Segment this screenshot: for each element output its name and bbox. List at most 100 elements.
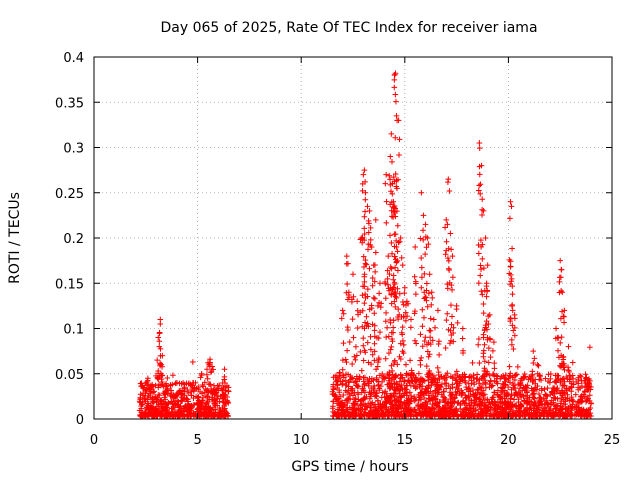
- data-point: [466, 402, 472, 408]
- data-point: [181, 392, 188, 399]
- data-point: [350, 334, 357, 341]
- data-point: [366, 220, 372, 227]
- data-point: [505, 377, 512, 383]
- data-point: [359, 367, 365, 374]
- data-point: [426, 412, 433, 419]
- data-point: [560, 375, 567, 382]
- data-point: [454, 372, 461, 379]
- data-point: [200, 383, 206, 390]
- data-point: [559, 387, 565, 394]
- y-tick-label: 0: [76, 413, 84, 428]
- data-point: [443, 385, 449, 392]
- data-point: [357, 349, 364, 355]
- data-point: [436, 376, 443, 382]
- data-point: [157, 321, 164, 327]
- data-point: [428, 289, 435, 296]
- y-tick-label: 0.1: [63, 323, 84, 338]
- data-point: [559, 289, 566, 296]
- data-point: [362, 196, 369, 203]
- data-point: [137, 396, 144, 402]
- data-point: [435, 403, 442, 410]
- data-point: [339, 366, 346, 373]
- data-point: [484, 262, 491, 268]
- data-point: [521, 397, 527, 404]
- data-point: [391, 374, 398, 381]
- data-point: [479, 373, 486, 380]
- data-point: [515, 408, 522, 414]
- data-point: [210, 412, 217, 418]
- data-point: [480, 310, 487, 316]
- data-point: [181, 385, 187, 392]
- data-point: [340, 372, 346, 379]
- data-point: [417, 235, 424, 242]
- data-point: [542, 375, 549, 382]
- data-point: [209, 396, 215, 403]
- data-point: [362, 189, 369, 196]
- data-point: [486, 372, 493, 379]
- data-point: [360, 253, 367, 260]
- data-point: [386, 385, 393, 392]
- data-point: [516, 413, 523, 419]
- data-point: [363, 313, 370, 320]
- data-point: [522, 383, 529, 390]
- data-point: [391, 84, 398, 91]
- data-point: [475, 387, 482, 393]
- data-point: [416, 381, 422, 387]
- data-point: [587, 405, 594, 411]
- data-point: [431, 379, 438, 385]
- data-point: [443, 317, 450, 323]
- data-point: [443, 238, 450, 245]
- data-point: [556, 279, 563, 285]
- data-point: [454, 368, 460, 375]
- data-point: [443, 217, 450, 223]
- data-point: [512, 315, 518, 322]
- data-point: [426, 396, 433, 402]
- data-point: [377, 280, 383, 287]
- data-point: [415, 392, 422, 398]
- data-point: [587, 344, 593, 351]
- data-point: [575, 404, 582, 411]
- data-point: [543, 398, 550, 404]
- data-point: [552, 395, 559, 402]
- data-point: [400, 338, 406, 344]
- data-point: [524, 389, 530, 396]
- data-point: [342, 387, 349, 394]
- data-point: [558, 274, 564, 281]
- data-point: [468, 380, 475, 387]
- data-point: [396, 290, 403, 297]
- data-point: [366, 380, 372, 386]
- data-point: [449, 253, 456, 259]
- y-tick-label: 0.4: [63, 51, 84, 66]
- data-point: [340, 403, 347, 410]
- data-point: [360, 378, 367, 385]
- data-point: [541, 409, 548, 416]
- data-point: [188, 382, 195, 389]
- data-point: [346, 392, 353, 398]
- data-point: [165, 399, 172, 406]
- data-point: [501, 381, 507, 388]
- data-point: [486, 399, 493, 406]
- data-point: [452, 394, 458, 401]
- data-point: [434, 400, 441, 406]
- data-point: [420, 403, 427, 410]
- data-point: [391, 205, 398, 211]
- data-point: [188, 392, 195, 399]
- data-point: [384, 324, 390, 331]
- data-point: [185, 390, 191, 396]
- data-point: [401, 392, 407, 399]
- data-point: [463, 394, 470, 401]
- data-point: [389, 250, 395, 257]
- data-point: [216, 382, 222, 389]
- data-point: [339, 399, 345, 406]
- data-point: [219, 380, 226, 386]
- data-point: [390, 174, 397, 180]
- data-point: [480, 395, 487, 401]
- data-point: [367, 237, 374, 243]
- data-point: [169, 408, 176, 415]
- data-point: [423, 413, 429, 419]
- data-point: [338, 315, 345, 322]
- data-point: [341, 411, 348, 418]
- data-point: [394, 222, 401, 229]
- data-point: [419, 264, 425, 271]
